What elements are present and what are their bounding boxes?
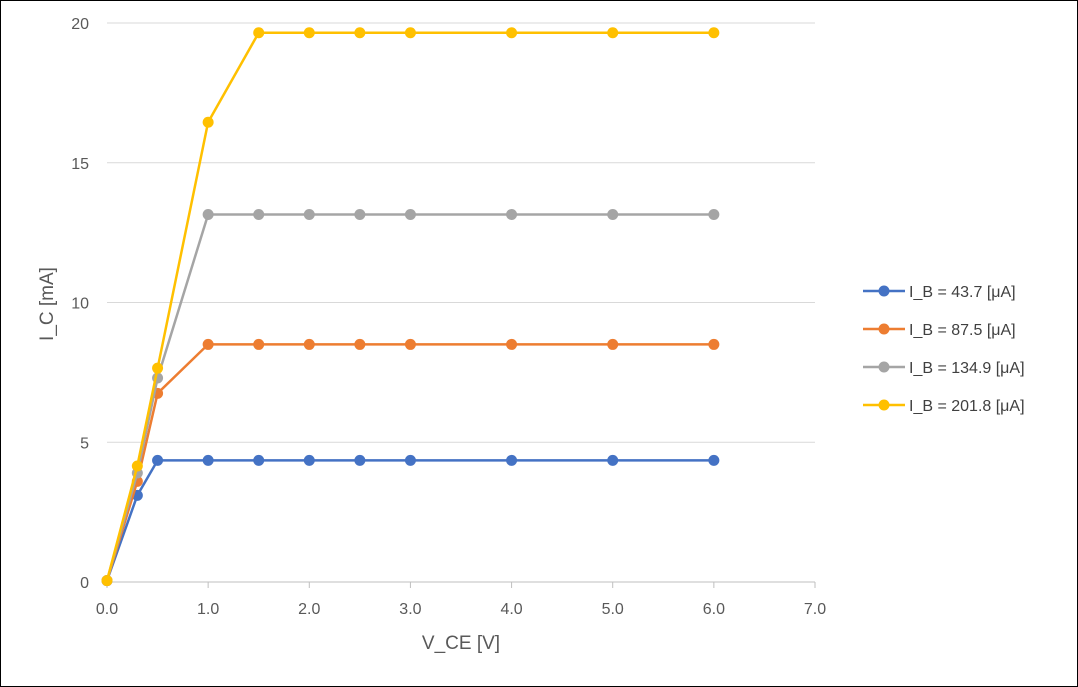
y-tick-label: 20 — [71, 16, 89, 33]
data-point — [404, 454, 416, 466]
legend-item: I_B = 201.8 [μA] — [863, 398, 1025, 415]
data-point — [202, 454, 214, 466]
x-tick-label: 5.0 — [602, 601, 624, 618]
legend-label: I_B = 201.8 [μA] — [909, 398, 1025, 415]
x-tick-label: 2.0 — [298, 601, 320, 618]
legend-label: I_B = 87.5 [μA] — [909, 322, 1016, 339]
data-point — [101, 575, 113, 587]
x-axis-title: V_CE [V] — [422, 633, 500, 654]
data-point — [131, 460, 143, 472]
series-line — [105, 459, 714, 582]
data-point — [708, 338, 720, 350]
x-tick-label: 0.0 — [96, 601, 118, 618]
data-point — [506, 208, 518, 220]
y-tick-label: 5 — [80, 435, 89, 452]
legend-label: I_B = 43.7 [μA] — [909, 284, 1016, 301]
gridlines — [107, 22, 815, 443]
data-point — [506, 454, 518, 466]
series-1 — [101, 454, 720, 587]
data-point — [607, 454, 619, 466]
data-point — [202, 208, 214, 220]
axes: 0 5 10 15 20 0.0 1.0 2.0 3.0 4.0 5.0 6.0 7.0 — [71, 16, 826, 618]
legend-item: I_B = 43.7 [μA] — [863, 284, 1016, 301]
data-point — [607, 338, 619, 350]
data-point — [202, 338, 214, 350]
legend-swatch-marker — [878, 361, 890, 373]
data-point — [303, 454, 315, 466]
data-point — [708, 208, 720, 220]
y-tick-label: 0 — [80, 575, 89, 592]
data-point — [506, 27, 518, 39]
data-point — [152, 362, 164, 374]
data-point — [708, 454, 720, 466]
x-tick-label: 4.0 — [500, 601, 522, 618]
x-tick-label: 3.0 — [399, 601, 421, 618]
data-point — [354, 338, 366, 350]
data-point — [354, 27, 366, 39]
y-tick-label: 15 — [71, 156, 89, 173]
legend: I_B = 43.7 [μA] I_B = 87.5 [μA] I_B = 134.… — [863, 284, 1025, 415]
legend-swatch-marker — [878, 285, 890, 297]
series-line — [105, 31, 714, 581]
legend-item: I_B = 134.9 [μA] — [863, 360, 1025, 377]
data-point — [202, 116, 214, 128]
data-point — [404, 27, 416, 39]
data-point — [607, 27, 619, 39]
data-point — [253, 27, 265, 39]
x-tick-label: 7.0 — [804, 601, 826, 618]
data-point — [303, 208, 315, 220]
legend-label: I_B = 134.9 [μA] — [909, 360, 1025, 377]
data-point — [506, 338, 518, 350]
data-point — [354, 208, 366, 220]
legend-item: I_B = 87.5 [μA] — [863, 322, 1016, 339]
data-point — [303, 27, 315, 39]
data-point — [404, 208, 416, 220]
data-point — [404, 338, 416, 350]
x-tick-label: 1.0 — [197, 601, 219, 618]
data-point — [253, 454, 265, 466]
data-point — [303, 338, 315, 350]
data-point — [253, 338, 265, 350]
data-point — [152, 454, 164, 466]
y-tick-label: 10 — [71, 296, 89, 313]
y-axis-title: I_C [mA] — [37, 267, 58, 341]
legend-swatch-marker — [878, 399, 890, 411]
legend-swatch-marker — [878, 323, 890, 335]
series-3 — [101, 208, 720, 587]
series-line — [105, 213, 714, 581]
data-point — [607, 208, 619, 220]
series-4 — [101, 27, 720, 587]
data-point — [708, 27, 720, 39]
x-tick-label: 6.0 — [703, 601, 725, 618]
data-point — [354, 454, 366, 466]
data-point — [253, 208, 265, 220]
series-group — [101, 27, 720, 587]
